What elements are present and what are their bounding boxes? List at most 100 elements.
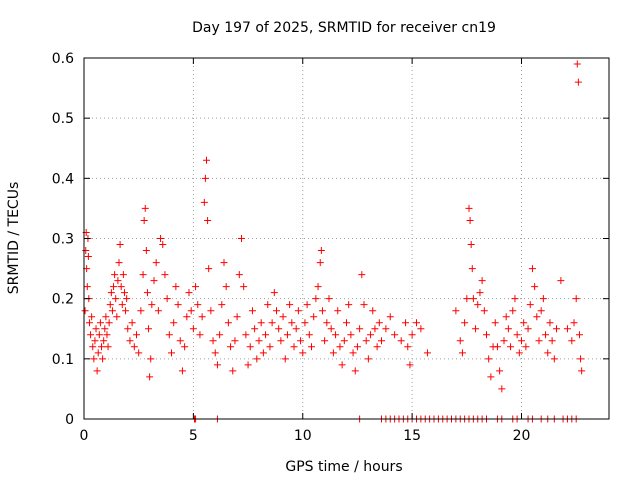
data-point xyxy=(141,204,149,212)
data-point xyxy=(378,337,385,345)
data-point xyxy=(126,337,134,345)
data-point xyxy=(308,343,315,351)
data-point xyxy=(196,331,204,339)
grid-lines xyxy=(84,58,609,419)
data-point xyxy=(117,283,125,291)
data-point xyxy=(218,301,226,309)
data-point xyxy=(147,355,155,363)
data-point xyxy=(187,307,195,315)
data-point xyxy=(128,319,136,327)
data-point xyxy=(253,355,261,363)
data-point xyxy=(87,331,95,339)
data-point xyxy=(105,319,113,327)
data-points xyxy=(81,60,586,423)
data-point xyxy=(145,325,153,333)
data-point xyxy=(244,361,252,369)
data-point xyxy=(204,216,212,224)
data-point xyxy=(290,343,298,351)
data-point xyxy=(568,337,576,345)
data-point xyxy=(338,361,346,369)
data-point xyxy=(461,319,469,327)
data-point xyxy=(133,331,140,339)
data-point xyxy=(148,301,156,309)
data-point xyxy=(143,289,151,297)
data-point xyxy=(113,313,121,321)
data-point xyxy=(550,355,558,363)
data-point xyxy=(321,337,329,345)
data-point xyxy=(371,325,379,333)
data-point xyxy=(194,301,202,309)
data-point xyxy=(286,301,294,309)
data-point xyxy=(81,307,89,315)
data-point xyxy=(207,307,215,315)
x-tick-label: 10 xyxy=(294,428,312,444)
data-point xyxy=(88,313,96,321)
data-point xyxy=(140,216,148,224)
data-point xyxy=(406,361,414,369)
data-point xyxy=(353,343,361,351)
data-point xyxy=(292,325,300,333)
data-point xyxy=(456,337,464,345)
data-point xyxy=(563,325,571,333)
data-point xyxy=(546,319,554,327)
data-point xyxy=(270,289,278,297)
data-point xyxy=(119,271,127,279)
data-point xyxy=(137,307,145,315)
data-point xyxy=(100,337,108,345)
data-point xyxy=(154,307,162,315)
data-point xyxy=(101,325,109,333)
data-point xyxy=(102,313,110,321)
data-point xyxy=(170,319,178,327)
data-point xyxy=(487,373,495,381)
data-point xyxy=(235,271,243,279)
data-point xyxy=(251,325,259,333)
data-point xyxy=(373,343,381,351)
data-point xyxy=(570,319,578,327)
data-point xyxy=(152,259,160,267)
chart-title: Day 197 of 2025, SRMTID for receiver cn1… xyxy=(192,20,496,36)
data-point xyxy=(82,247,90,255)
data-point xyxy=(535,337,543,345)
data-point xyxy=(305,331,313,339)
data-point xyxy=(364,355,372,363)
data-point xyxy=(264,301,272,309)
data-point xyxy=(542,331,550,339)
y-axis-label: SRMTID / TECUs xyxy=(6,182,22,295)
data-point xyxy=(452,307,460,315)
data-point xyxy=(231,337,239,345)
data-point xyxy=(120,289,128,297)
data-point xyxy=(539,295,547,303)
data-point xyxy=(299,349,307,357)
data-point xyxy=(347,331,355,339)
data-point xyxy=(233,313,241,321)
x-tick-label: 0 xyxy=(80,428,89,444)
data-point xyxy=(496,367,504,375)
data-point xyxy=(203,156,210,164)
x-tick-label: 20 xyxy=(513,428,531,444)
data-point xyxy=(332,331,340,339)
data-point xyxy=(211,349,219,357)
data-point xyxy=(178,367,186,375)
data-point xyxy=(262,331,270,339)
data-point xyxy=(183,313,191,321)
data-point xyxy=(557,277,565,285)
data-point xyxy=(572,295,580,303)
data-point xyxy=(104,343,112,351)
data-point xyxy=(573,60,581,68)
data-point xyxy=(533,313,541,321)
y-tick-label: 0.2 xyxy=(52,292,74,308)
data-point xyxy=(397,337,405,345)
data-point xyxy=(98,343,105,351)
data-point xyxy=(283,331,291,339)
y-tick-label: 0.1 xyxy=(52,352,74,368)
data-point xyxy=(163,295,171,303)
data-point xyxy=(480,307,488,315)
data-point xyxy=(356,325,364,333)
data-point xyxy=(577,355,585,363)
data-point xyxy=(537,307,545,315)
data-point xyxy=(474,301,482,309)
data-point xyxy=(548,337,556,345)
data-point xyxy=(345,301,353,309)
data-point xyxy=(95,331,103,339)
